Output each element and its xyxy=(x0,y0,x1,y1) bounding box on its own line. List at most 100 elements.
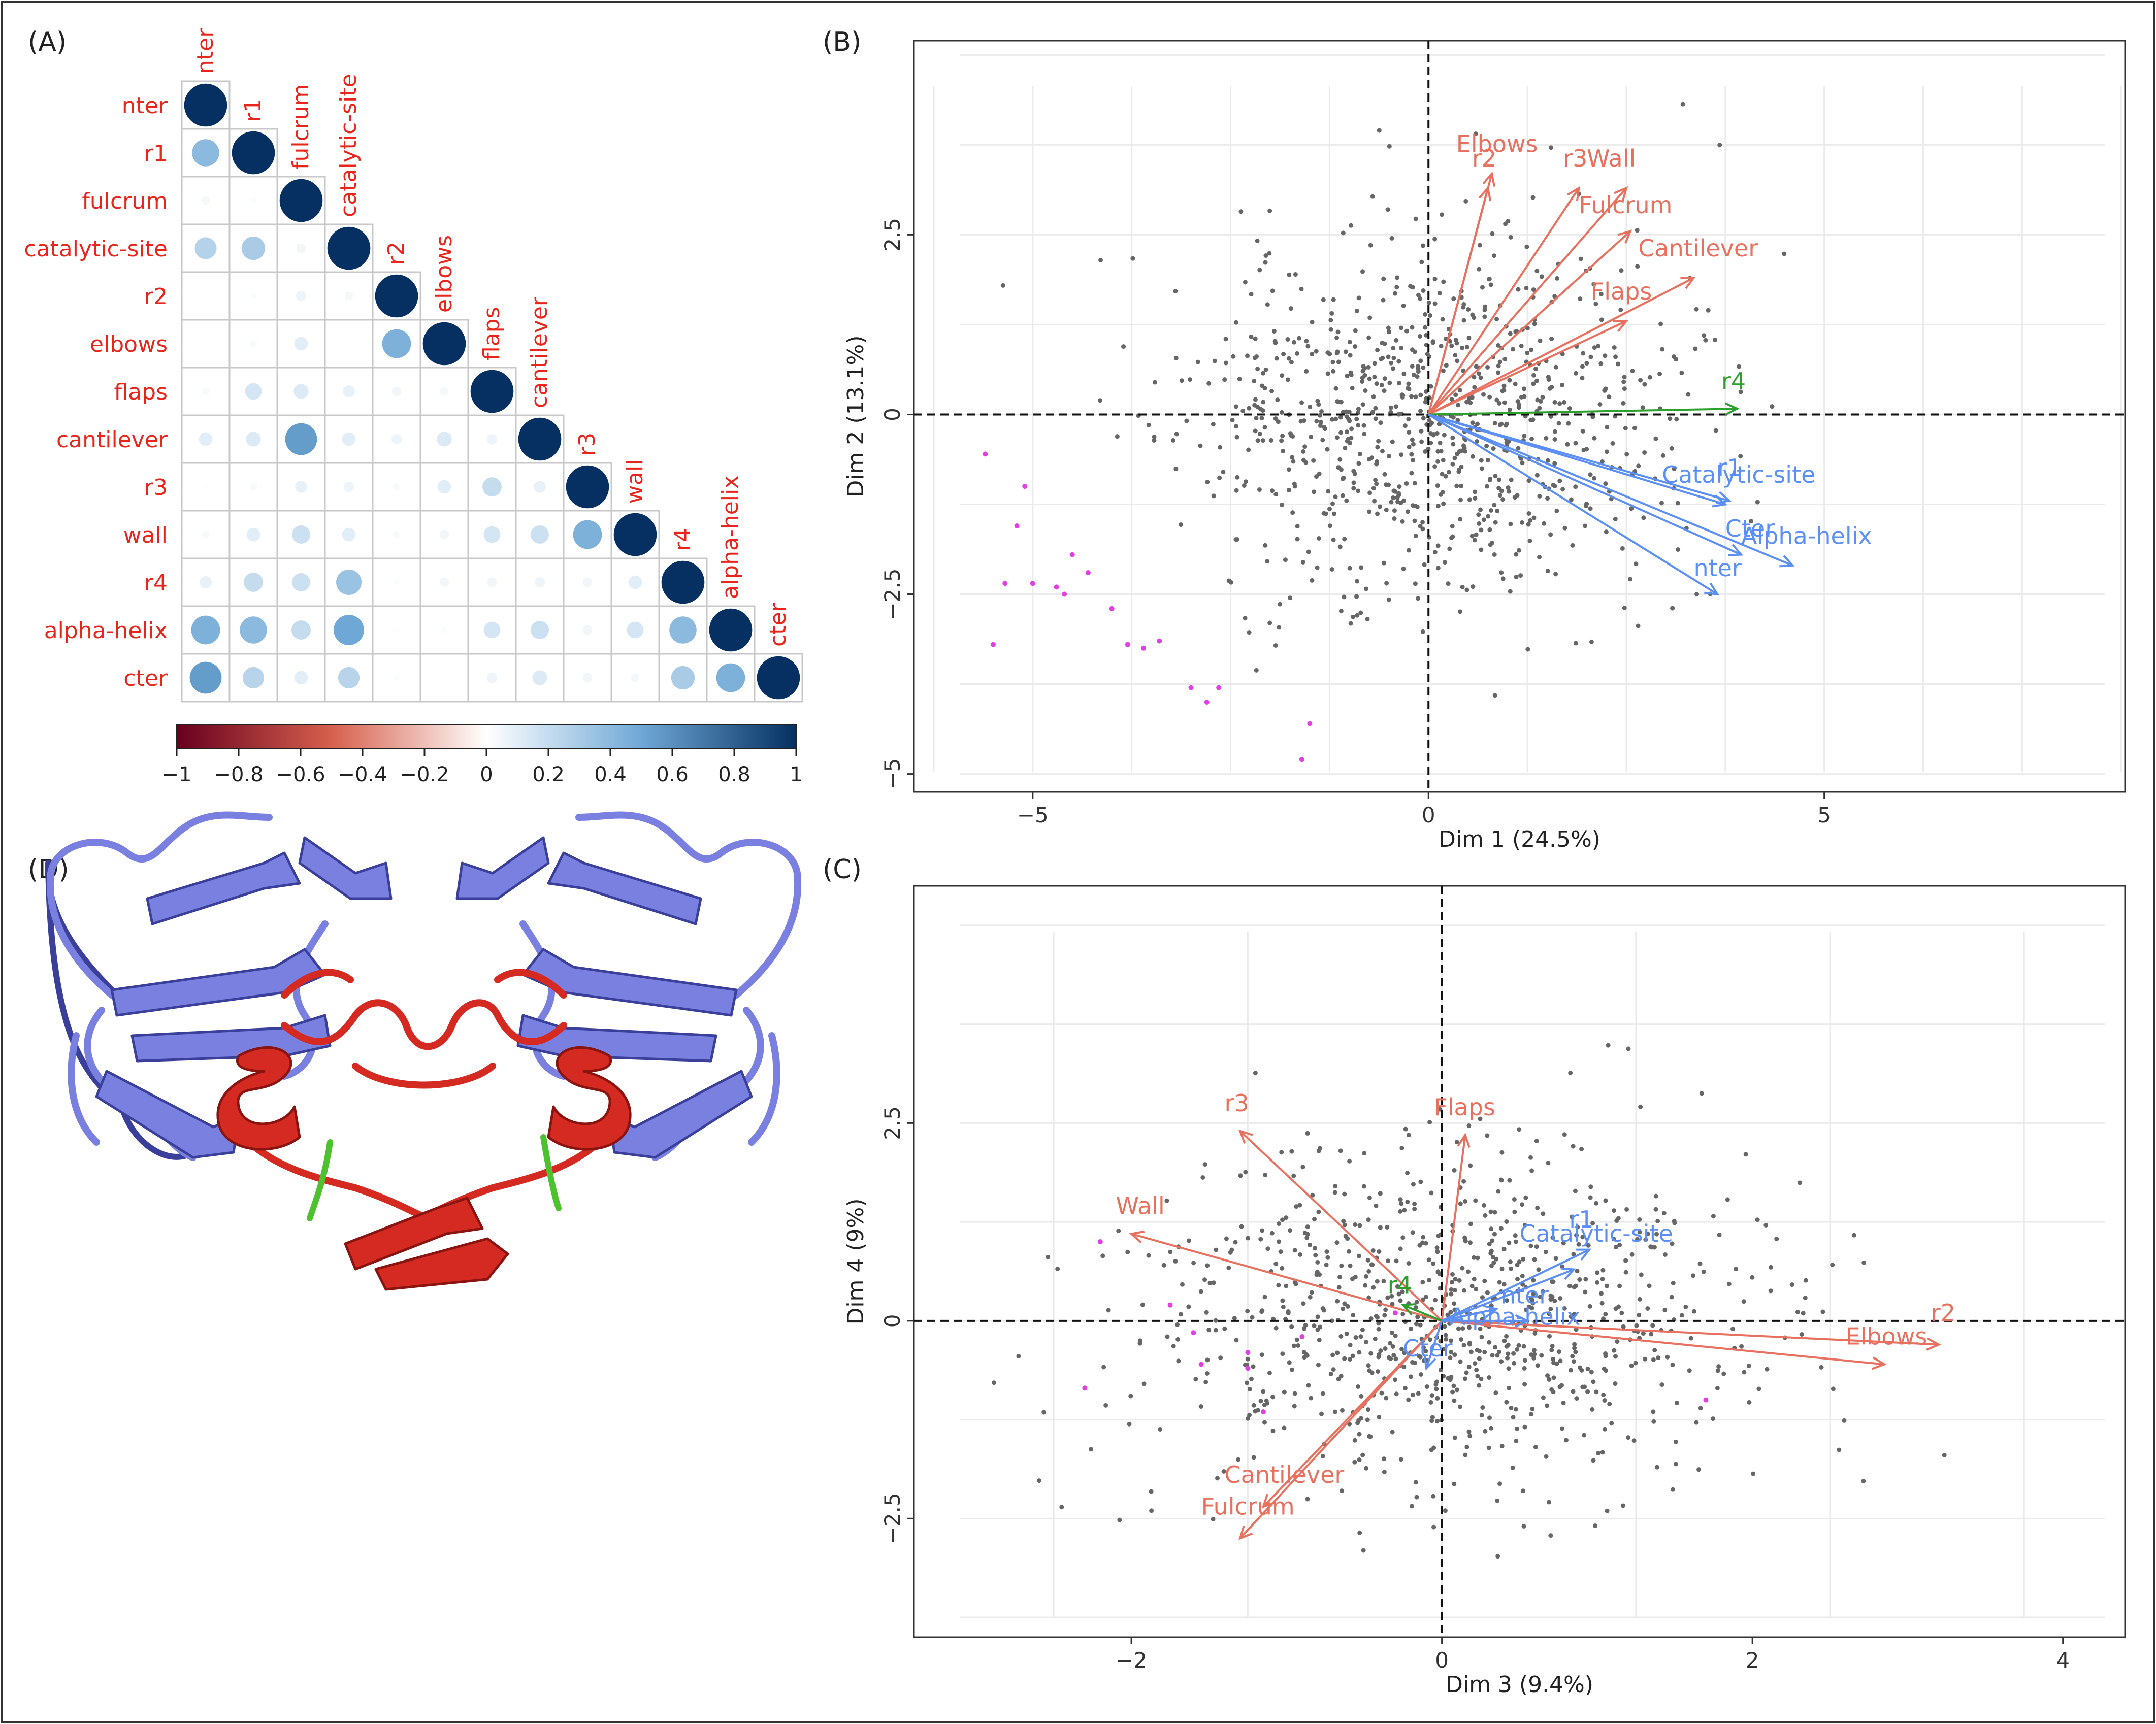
individual-point xyxy=(1633,1361,1638,1366)
individual-point xyxy=(1373,406,1378,411)
individual-point xyxy=(1580,428,1585,434)
individual-point xyxy=(1414,1495,1419,1500)
individual-point xyxy=(1583,1277,1588,1282)
variable-arrowhead xyxy=(1238,1525,1253,1540)
individual-point xyxy=(1299,286,1304,291)
individual-point xyxy=(1619,268,1624,273)
individual-point xyxy=(1473,496,1478,501)
individual-point xyxy=(1510,1465,1515,1470)
individual-point xyxy=(1382,388,1387,393)
individual-point xyxy=(1355,613,1360,618)
individual-point xyxy=(1593,1523,1598,1528)
y-axis-title: Dim 2 (13.1%) xyxy=(843,335,869,497)
individual-point xyxy=(1580,364,1585,369)
individual-point xyxy=(1524,244,1529,249)
individual-point xyxy=(1191,1261,1196,1266)
individual-point xyxy=(1338,415,1343,420)
corr-circle xyxy=(487,577,497,587)
variable-vector-r4 xyxy=(1402,1304,1443,1322)
individual-point xyxy=(1544,1454,1549,1459)
individual-point xyxy=(1655,1218,1660,1223)
variable-arrowhead xyxy=(1400,1303,1417,1316)
individual-point xyxy=(1711,1214,1716,1219)
individual-point xyxy=(1317,1146,1322,1151)
individual-point xyxy=(1507,1178,1512,1183)
individual-point xyxy=(1205,480,1210,485)
individual-point xyxy=(1498,1226,1504,1231)
individual-point xyxy=(1418,1372,1423,1377)
variable-arrowhead xyxy=(1482,171,1495,187)
individual-point xyxy=(1353,1335,1358,1340)
individual-point xyxy=(1484,443,1489,448)
individual-point xyxy=(1198,1289,1203,1294)
individual-point xyxy=(1721,1371,1726,1376)
individual-point xyxy=(1397,484,1402,489)
corr-circle xyxy=(394,579,400,585)
individual-point xyxy=(1622,386,1627,391)
individual-point xyxy=(1259,1309,1264,1314)
individual-point xyxy=(1435,566,1441,571)
individual-point xyxy=(1347,1249,1352,1254)
individual-point xyxy=(1450,1272,1455,1277)
individual-point xyxy=(1479,547,1484,552)
individual-point xyxy=(1613,1354,1618,1359)
individual-point xyxy=(1499,488,1504,493)
individual-point xyxy=(1452,1352,1457,1357)
individual-point xyxy=(1651,1409,1656,1414)
individual-point xyxy=(1691,1309,1696,1314)
individual-point xyxy=(1041,1410,1047,1415)
individual-point xyxy=(1482,1203,1487,1208)
individual-point xyxy=(1400,1235,1406,1240)
individual-point xyxy=(1423,1241,1428,1246)
corr-circle xyxy=(486,672,498,683)
individual-point xyxy=(1260,1228,1265,1233)
individual-point xyxy=(1672,466,1677,471)
individual-point xyxy=(1314,349,1319,354)
x-axis-title: Dim 1 (24.5%) xyxy=(1439,826,1600,852)
individual-point xyxy=(1341,230,1346,236)
individual-point xyxy=(1268,438,1273,443)
individual-point xyxy=(1245,353,1250,358)
individual-point xyxy=(1437,291,1442,296)
individual-point xyxy=(1488,282,1493,287)
individual-point xyxy=(1406,1261,1411,1266)
individual-point xyxy=(1599,317,1604,322)
individual-point xyxy=(1442,433,1447,438)
individual-point xyxy=(1187,377,1192,382)
individual-point xyxy=(1497,1481,1502,1486)
individual-point xyxy=(1464,1444,1469,1449)
individual-point xyxy=(1466,335,1472,340)
protein-green-segment-left xyxy=(307,1139,333,1221)
individual-point xyxy=(1507,378,1512,383)
individual-point xyxy=(1534,1139,1539,1144)
individual-point xyxy=(1161,1263,1166,1268)
individual-point xyxy=(1623,426,1628,431)
individual-point xyxy=(1551,1356,1556,1362)
individual-point xyxy=(1340,1408,1345,1413)
individual-point xyxy=(1522,1366,1527,1371)
individual-point xyxy=(1380,341,1385,346)
individual-point xyxy=(1673,1439,1678,1444)
individual-point xyxy=(1636,623,1641,628)
individual-point xyxy=(1416,366,1421,371)
individual-point xyxy=(1419,259,1424,264)
variable-arrowhead xyxy=(1680,277,1696,289)
individual-point xyxy=(1573,441,1578,446)
individual-point xyxy=(1382,1456,1387,1462)
individual-point xyxy=(1335,1299,1340,1304)
individual-point xyxy=(1391,346,1396,351)
individual-point xyxy=(1466,1123,1472,1128)
individual-point xyxy=(1463,1199,1468,1204)
individual-point xyxy=(1485,457,1490,462)
individual-point xyxy=(1390,1430,1395,1435)
individual-point xyxy=(1304,369,1309,374)
individual-point xyxy=(1390,1344,1395,1349)
individual-point xyxy=(1468,400,1473,405)
individual-point xyxy=(1257,487,1262,492)
individual-point xyxy=(1698,1406,1703,1411)
individual-point xyxy=(1304,1235,1310,1240)
y-axis-tick-label: 2.5 xyxy=(880,1106,905,1140)
individual-point xyxy=(1418,358,1423,363)
variable-vector-catalytic-site xyxy=(1441,1268,1575,1322)
individual-point xyxy=(1164,1198,1169,1203)
